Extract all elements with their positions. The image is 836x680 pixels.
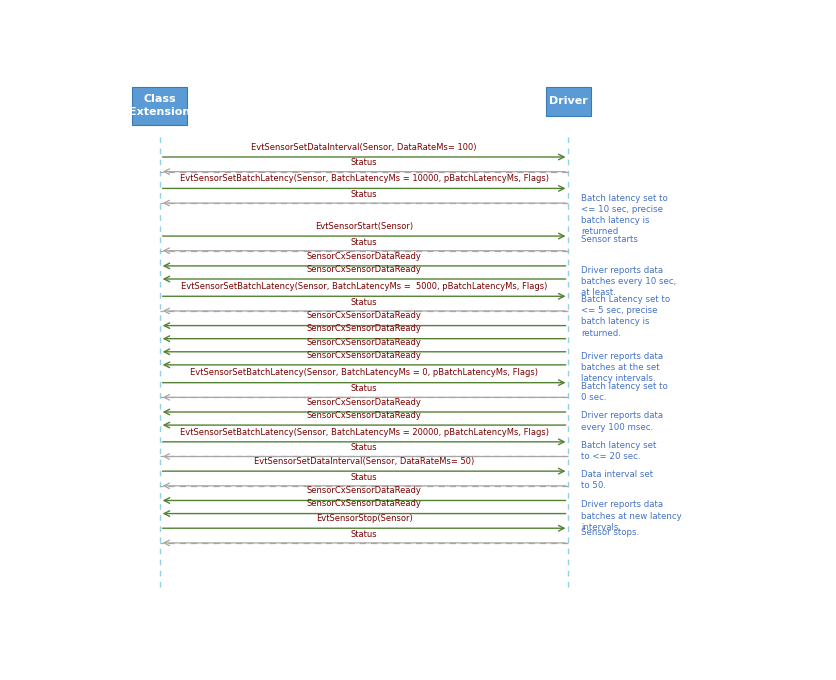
Text: EvtSensorStart(Sensor): EvtSensorStart(Sensor) — [314, 222, 413, 231]
Text: SensorCxSensorDataReady: SensorCxSensorDataReady — [306, 324, 421, 333]
Text: Status: Status — [350, 443, 377, 452]
Text: Sensor stops.: Sensor stops. — [581, 528, 639, 537]
Text: SensorCxSensorDataReady: SensorCxSensorDataReady — [306, 411, 421, 420]
Text: EvtSensorSetDataInterval(Sensor, DataRateMs= 50): EvtSensorSetDataInterval(Sensor, DataRat… — [253, 457, 474, 466]
Text: EvtSensorSetBatchLatency(Sensor, BatchLatencyMs = 0, pBatchLatencyMs, Flags): EvtSensorSetBatchLatency(Sensor, BatchLa… — [190, 369, 538, 377]
Text: EvtSensorSetBatchLatency(Sensor, BatchLatencyMs = 10000, pBatchLatencyMs, Flags): EvtSensorSetBatchLatency(Sensor, BatchLa… — [180, 174, 548, 183]
Text: Driver reports data
batches at the set
latency intervals.: Driver reports data batches at the set l… — [581, 352, 663, 383]
Text: SensorCxSensorDataReady: SensorCxSensorDataReady — [306, 486, 421, 495]
Text: Status: Status — [350, 530, 377, 539]
Text: Driver reports data
every 100 msec.: Driver reports data every 100 msec. — [581, 411, 663, 432]
Text: Driver reports data
batches at new latency
intervals.: Driver reports data batches at new laten… — [581, 500, 681, 532]
Text: Status: Status — [350, 158, 377, 167]
Text: Status: Status — [350, 384, 377, 393]
Text: Class
Extension: Class Extension — [129, 95, 190, 117]
Text: EvtSensorSetDataInterval(Sensor, DataRateMs= 100): EvtSensorSetDataInterval(Sensor, DataRat… — [251, 143, 477, 152]
Text: EvtSensorSetBatchLatency(Sensor, BatchLatencyMs =  5000, pBatchLatencyMs, Flags): EvtSensorSetBatchLatency(Sensor, BatchLa… — [181, 282, 547, 291]
Text: EvtSensorSetBatchLatency(Sensor, BatchLatencyMs = 20000, pBatchLatencyMs, Flags): EvtSensorSetBatchLatency(Sensor, BatchLa… — [180, 428, 548, 437]
FancyBboxPatch shape — [132, 87, 187, 124]
Text: Sensor starts: Sensor starts — [581, 235, 638, 244]
Text: Driver reports data
batches every 10 sec,
at least.: Driver reports data batches every 10 sec… — [581, 266, 675, 297]
Text: SensorCxSensorDataReady: SensorCxSensorDataReady — [306, 252, 421, 260]
Text: Status: Status — [350, 237, 377, 247]
Text: SensorCxSensorDataReady: SensorCxSensorDataReady — [306, 499, 421, 509]
Text: EvtSensorStop(Sensor): EvtSensorStop(Sensor) — [315, 514, 412, 523]
Text: Data interval set
to 50.: Data interval set to 50. — [581, 470, 653, 490]
Text: SensorCxSensorDataReady: SensorCxSensorDataReady — [306, 337, 421, 347]
Text: Batch latency set
to <= 20 sec.: Batch latency set to <= 20 sec. — [581, 441, 656, 461]
Text: Status: Status — [350, 473, 377, 481]
Text: Status: Status — [350, 298, 377, 307]
Text: Driver: Driver — [548, 97, 587, 106]
Text: SensorCxSensorDataReady: SensorCxSensorDataReady — [306, 398, 421, 407]
Text: Batch Latency set to
<= 5 sec, precise
batch latency is
returned.: Batch Latency set to <= 5 sec, precise b… — [581, 295, 670, 337]
Text: SensorCxSensorDataReady: SensorCxSensorDataReady — [306, 265, 421, 274]
Text: SensorCxSensorDataReady: SensorCxSensorDataReady — [306, 351, 421, 360]
Text: Status: Status — [350, 190, 377, 199]
Text: Batch latency set to
<= 10 sec, precise
batch latency is
returned: Batch latency set to <= 10 sec, precise … — [581, 194, 667, 237]
Text: Batch latency set to
0 sec.: Batch latency set to 0 sec. — [581, 381, 667, 402]
FancyBboxPatch shape — [545, 87, 590, 116]
Text: SensorCxSensorDataReady: SensorCxSensorDataReady — [306, 311, 421, 320]
